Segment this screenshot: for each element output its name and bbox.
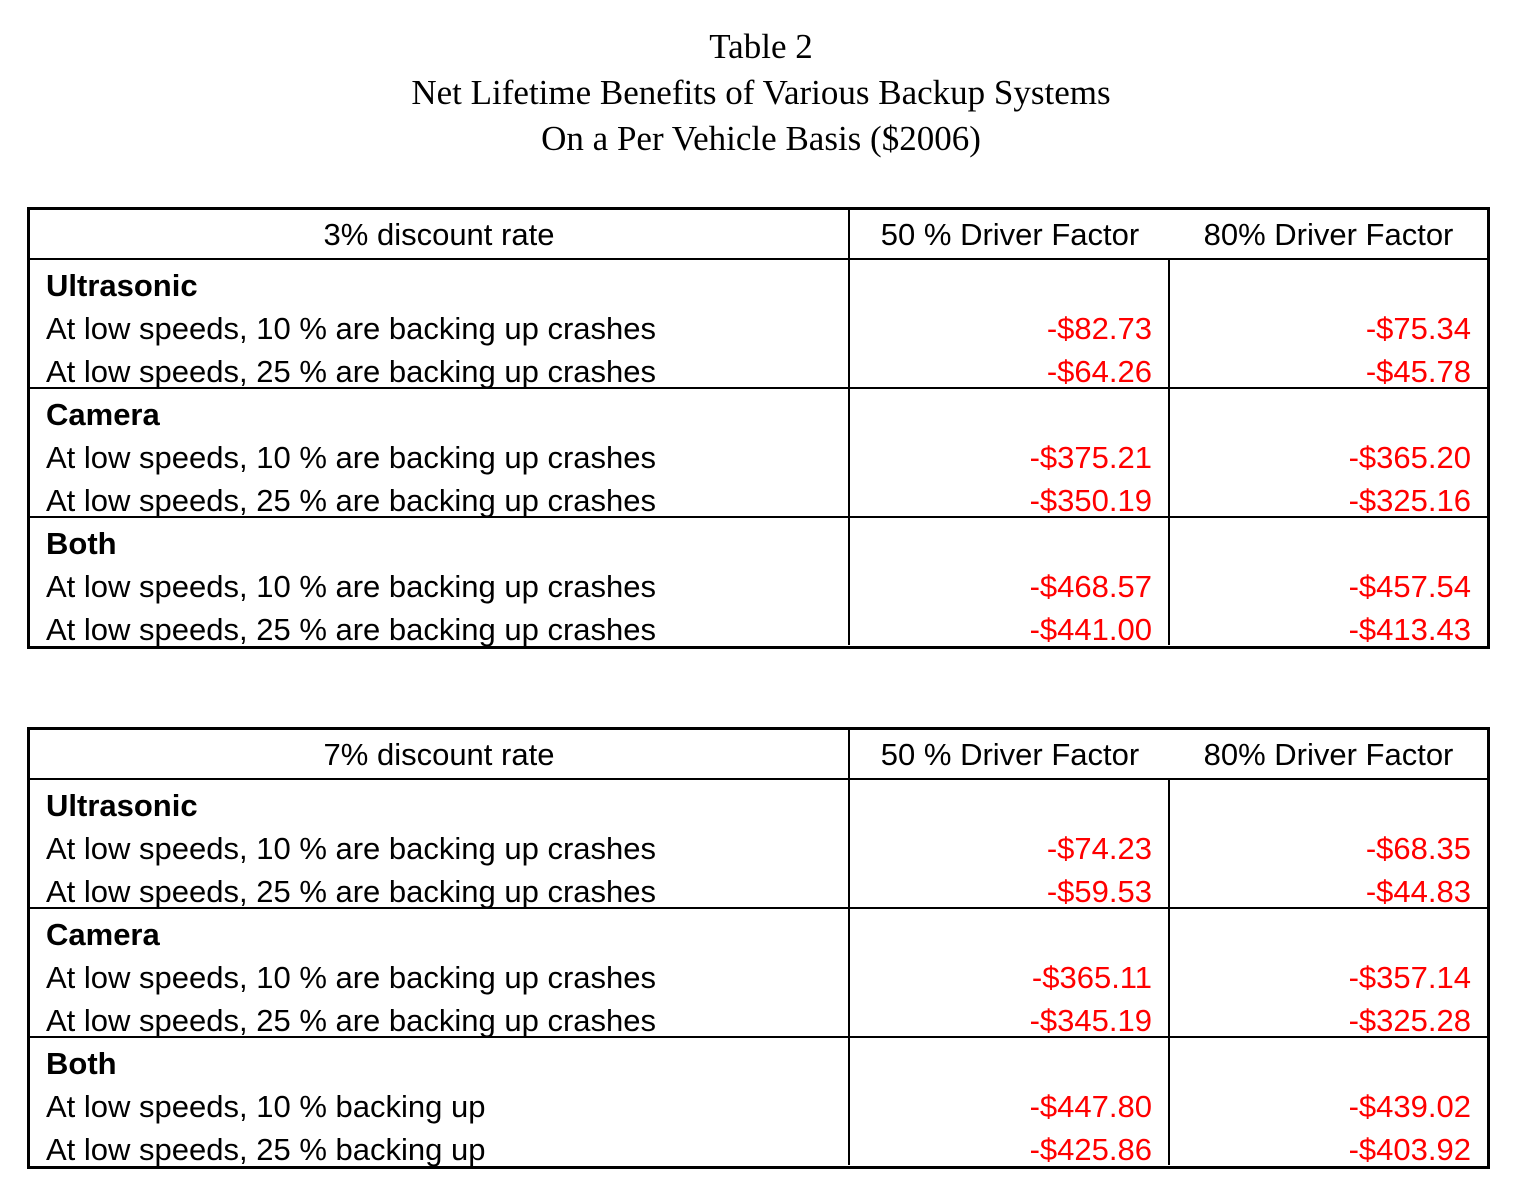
- value-50: -$441.00: [1029, 612, 1152, 647]
- group-name: Camera: [46, 397, 160, 432]
- row-label: At low speeds, 25 % backing up: [46, 1132, 486, 1167]
- row-label: At low speeds, 10 % are backing up crash…: [46, 440, 657, 475]
- value-50: -$82.73: [1046, 311, 1152, 346]
- table-3-percent: 3% discount rate 50 % Driver Factor 80% …: [27, 207, 1490, 649]
- value-80: -$457.54: [1348, 569, 1471, 604]
- row-label: At low speeds, 10 % are backing up crash…: [46, 831, 657, 866]
- value-50: -$345.19: [1029, 1003, 1152, 1038]
- value-80: -$439.02: [1348, 1089, 1471, 1124]
- table-header: 7% discount rate 50 % Driver Factor 80% …: [30, 730, 1487, 780]
- header-80-driver-factor: 80% Driver Factor: [1203, 737, 1454, 772]
- value-80: -$44.83: [1365, 874, 1471, 909]
- value-50: -$425.86: [1029, 1132, 1152, 1167]
- row-label: At low speeds, 10 % are backing up crash…: [46, 569, 657, 604]
- group-camera: Camera At low speeds, 10 % are backing u…: [30, 909, 1487, 1038]
- value-80: -$357.14: [1348, 960, 1471, 995]
- value-80: -$365.20: [1348, 440, 1471, 475]
- value-80: -$325.16: [1348, 483, 1471, 518]
- title-line-3: On a Per Vehicle Basis ($2006): [541, 119, 981, 158]
- table-header: 3% discount rate 50 % Driver Factor 80% …: [30, 210, 1487, 260]
- value-50: -$375.21: [1029, 440, 1152, 475]
- value-80: -$75.34: [1365, 311, 1471, 346]
- row-label: At low speeds, 25 % are backing up crash…: [46, 874, 657, 909]
- title-line-1: Table 2: [709, 27, 813, 66]
- value-50: -$74.23: [1046, 831, 1152, 866]
- value-50: -$468.57: [1029, 569, 1152, 604]
- table-7-percent: 7% discount rate 50 % Driver Factor 80% …: [27, 727, 1490, 1169]
- group-both: Both At low speeds, 10 % are backing up …: [30, 518, 1487, 647]
- value-80: -$413.43: [1348, 612, 1471, 647]
- row-label: At low speeds, 10 % are backing up crash…: [46, 960, 657, 995]
- header-50-driver-factor: 50 % Driver Factor: [880, 217, 1140, 252]
- header-80-driver-factor: 80% Driver Factor: [1203, 217, 1454, 252]
- value-50: -$64.26: [1046, 354, 1152, 389]
- row-label: At low speeds, 25 % are backing up crash…: [46, 354, 657, 389]
- group-name: Ultrasonic: [46, 788, 198, 823]
- value-50: -$350.19: [1029, 483, 1152, 518]
- group-ultrasonic: Ultrasonic At low speeds, 10 % are backi…: [30, 780, 1487, 909]
- group-name: Camera: [46, 917, 160, 952]
- value-80: -$68.35: [1365, 831, 1471, 866]
- value-50: -$59.53: [1046, 874, 1152, 909]
- value-80: -$403.92: [1348, 1132, 1471, 1167]
- row-label: At low speeds, 10 % are backing up crash…: [46, 311, 657, 346]
- value-80: -$325.28: [1348, 1003, 1471, 1038]
- value-80: -$45.78: [1365, 354, 1471, 389]
- header-discount-rate: 3% discount rate: [30, 210, 850, 258]
- group-name: Both: [46, 526, 117, 561]
- row-label: At low speeds, 25 % are backing up crash…: [46, 483, 657, 518]
- value-50: -$447.80: [1029, 1089, 1152, 1124]
- group-name: Both: [46, 1046, 117, 1081]
- header-50-driver-factor: 50 % Driver Factor: [880, 737, 1140, 772]
- document-title: Table 2 Net Lifetime Benefits of Various…: [0, 24, 1522, 162]
- row-label: At low speeds, 25 % are backing up crash…: [46, 1003, 657, 1038]
- header-discount-rate: 7% discount rate: [30, 730, 850, 778]
- value-50: -$365.11: [1031, 960, 1152, 995]
- row-label: At low speeds, 10 % backing up: [46, 1089, 486, 1124]
- title-line-2: Net Lifetime Benefits of Various Backup …: [411, 73, 1111, 112]
- group-ultrasonic: Ultrasonic At low speeds, 10 % are backi…: [30, 260, 1487, 389]
- group-camera: Camera At low speeds, 10 % are backing u…: [30, 389, 1487, 518]
- group-name: Ultrasonic: [46, 268, 198, 303]
- group-both: Both At low speeds, 10 % backing up At l…: [30, 1038, 1487, 1167]
- row-label: At low speeds, 25 % are backing up crash…: [46, 612, 657, 647]
